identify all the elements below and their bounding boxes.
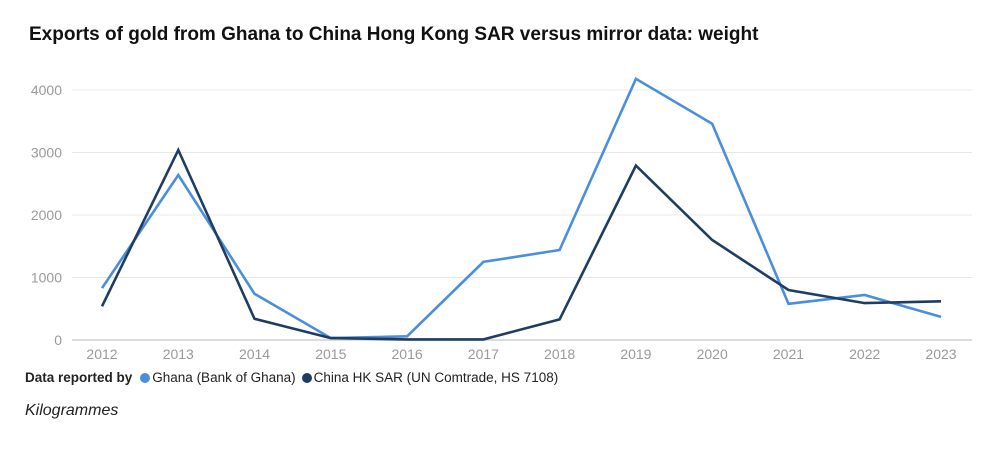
y-tick-label: 0	[54, 332, 62, 348]
data-point[interactable]	[252, 316, 258, 322]
data-point[interactable]	[938, 298, 944, 304]
y-axis-ticks: 0 1000 2000 3000 4000	[31, 82, 62, 348]
data-point[interactable]	[557, 316, 563, 322]
data-point[interactable]	[99, 303, 105, 309]
x-axis-ticks: 2012 2013 2014 2015 2016 2017 2018 2019 2020 2021…	[86, 346, 956, 362]
x-tick-label: 2015	[315, 346, 346, 362]
y-tick-label: 3000	[31, 145, 62, 161]
y-tick-label: 1000	[31, 270, 62, 286]
y-tick-label: 2000	[31, 207, 62, 223]
data-point[interactable]	[709, 237, 715, 243]
data-point[interactable]	[633, 76, 639, 82]
series-line-china-hk[interactable]	[100, 146, 942, 341]
data-point[interactable]	[175, 147, 181, 153]
data-point[interactable]	[785, 287, 791, 293]
x-tick-label: 2014	[239, 346, 270, 362]
data-point[interactable]	[404, 336, 410, 342]
legend-title: Data reported by	[25, 370, 133, 385]
data-point[interactable]	[938, 314, 944, 320]
y-tick-label: 4000	[31, 82, 62, 98]
data-point[interactable]	[709, 121, 715, 127]
data-point[interactable]	[175, 172, 181, 178]
x-tick-label: 2022	[849, 346, 880, 362]
data-point[interactable]	[328, 335, 334, 341]
x-tick-label: 2016	[392, 346, 423, 362]
x-tick-label: 2019	[620, 346, 651, 362]
chart-title: Exports of gold from Ghana to China Hong…	[29, 24, 759, 45]
data-point[interactable]	[862, 292, 868, 298]
legend-label-china-hk: China HK SAR (UN Comtrade, HS 7108)	[313, 370, 559, 385]
legend-marker-china-hk	[301, 372, 312, 383]
data-point[interactable]	[862, 300, 868, 306]
series-lines	[99, 76, 944, 342]
x-tick-label: 2020	[697, 346, 728, 362]
data-point[interactable]	[480, 259, 486, 265]
unit-label: Kilogrammes	[25, 402, 119, 419]
data-point[interactable]	[480, 336, 486, 342]
data-point[interactable]	[99, 285, 105, 291]
data-point[interactable]	[557, 247, 563, 253]
x-tick-label: 2021	[773, 346, 804, 362]
legend-label-ghana: Ghana (Bank of Ghana)	[152, 370, 296, 385]
x-tick-label: 2012	[86, 346, 117, 362]
x-tick-label: 2018	[544, 346, 575, 362]
legend-item-china-hk[interactable]: China HK SAR (UN Comtrade, HS 7108)	[301, 370, 559, 385]
x-tick-label: 2023	[925, 346, 956, 362]
legend-marker-ghana	[140, 372, 151, 383]
data-point[interactable]	[633, 163, 639, 169]
gridlines	[72, 89, 972, 341]
legend: Data reported by Ghana (Bank of Ghana) C…	[25, 370, 564, 385]
x-tick-label: 2017	[468, 346, 499, 362]
x-tick-label: 2013	[163, 346, 194, 362]
data-point[interactable]	[785, 301, 791, 307]
legend-item-ghana[interactable]: Ghana (Bank of Ghana)	[140, 370, 296, 385]
series-line-ghana[interactable]	[100, 76, 942, 340]
data-point[interactable]	[252, 291, 258, 297]
